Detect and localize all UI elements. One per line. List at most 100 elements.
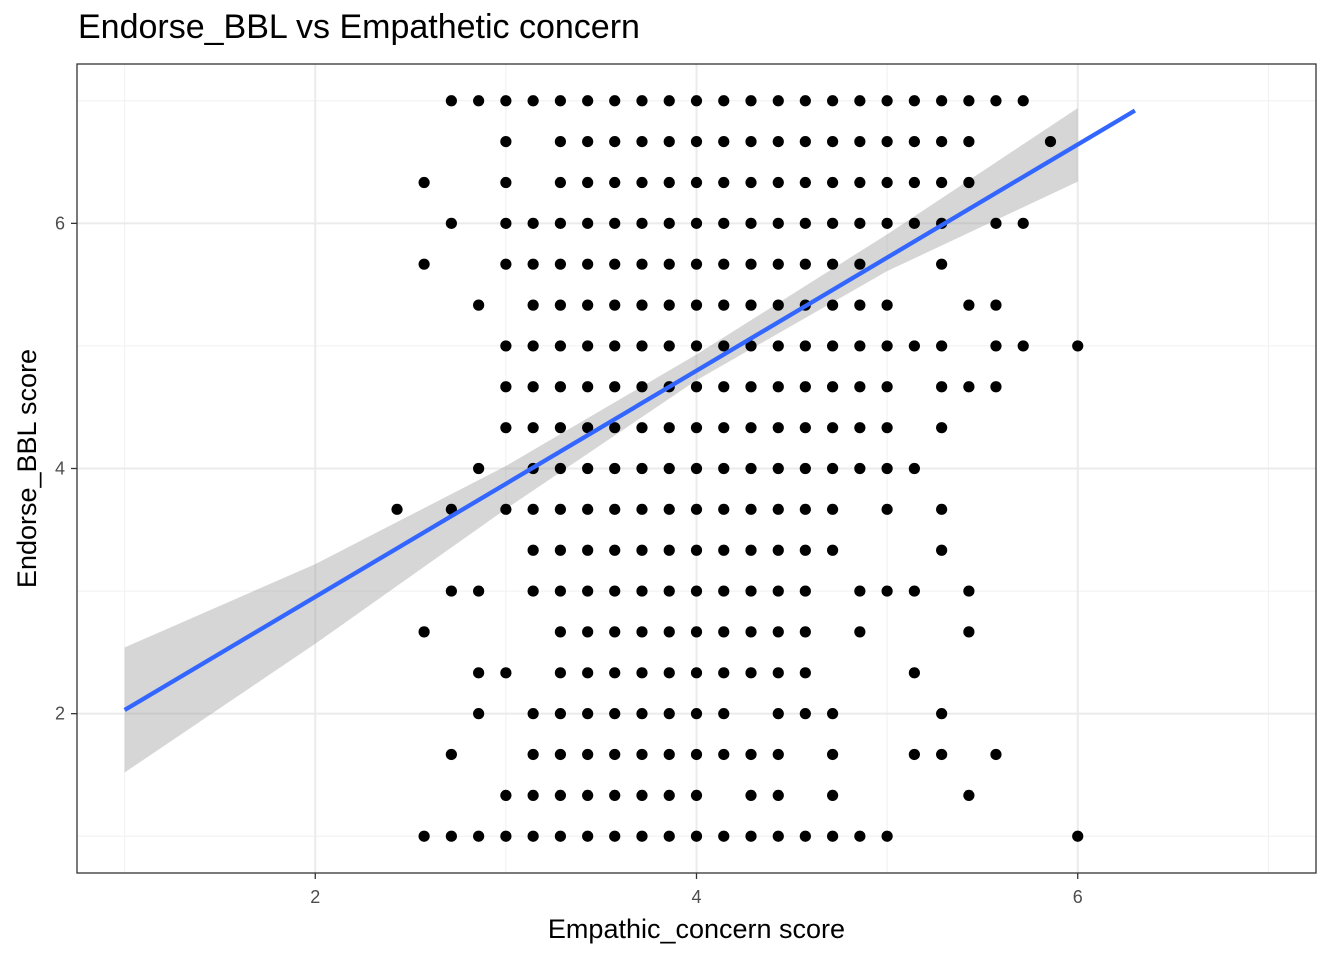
data-point xyxy=(718,217,730,229)
data-point xyxy=(772,217,784,229)
data-point xyxy=(500,258,512,270)
data-point xyxy=(745,258,757,270)
data-point xyxy=(745,830,757,842)
data-point xyxy=(772,176,784,189)
data-point xyxy=(1072,340,1084,352)
data-point xyxy=(582,217,594,229)
y-tick-label: 2 xyxy=(55,704,65,724)
data-point xyxy=(745,585,757,597)
data-point xyxy=(690,299,703,311)
data-point xyxy=(690,381,703,393)
data-point xyxy=(500,381,512,393)
data-point xyxy=(636,544,648,556)
x-tick-label: 6 xyxy=(1073,887,1083,907)
data-points xyxy=(391,95,1084,842)
data-point xyxy=(745,789,757,802)
data-point xyxy=(854,95,866,107)
data-point xyxy=(445,748,457,761)
data-point xyxy=(826,422,839,434)
data-point xyxy=(500,830,512,842)
data-point xyxy=(799,176,811,189)
data-point xyxy=(609,422,621,434)
data-point xyxy=(690,95,703,107)
data-point xyxy=(554,258,567,270)
data-point xyxy=(609,381,621,393)
data-point xyxy=(663,626,675,638)
data-point xyxy=(554,381,567,393)
data-point xyxy=(799,462,811,475)
data-point xyxy=(690,667,703,679)
data-point xyxy=(500,135,512,148)
data-point xyxy=(745,667,757,679)
data-point xyxy=(636,135,648,148)
data-point xyxy=(799,381,811,393)
data-point xyxy=(718,503,730,515)
data-point xyxy=(718,422,730,434)
data-point xyxy=(690,503,703,515)
data-point xyxy=(582,830,594,842)
data-point xyxy=(1017,340,1029,352)
data-point xyxy=(854,422,866,434)
data-point xyxy=(473,462,485,475)
data-point xyxy=(881,381,893,393)
data-point xyxy=(663,217,675,229)
confidence-band xyxy=(124,108,1078,773)
data-point xyxy=(554,708,567,720)
data-point xyxy=(582,135,594,148)
data-point xyxy=(826,299,839,311)
data-point xyxy=(582,422,594,434)
data-point xyxy=(445,830,457,842)
data-point xyxy=(799,217,811,229)
data-point xyxy=(718,748,730,761)
data-point xyxy=(854,340,866,352)
x-axis-title: Empathic_concern score xyxy=(548,914,845,944)
data-point xyxy=(745,340,757,352)
data-point xyxy=(609,217,621,229)
data-point xyxy=(527,789,539,802)
data-point xyxy=(826,258,839,270)
data-point xyxy=(718,626,730,638)
data-point xyxy=(1044,135,1057,148)
data-point xyxy=(663,708,675,720)
data-point xyxy=(609,299,621,311)
data-point xyxy=(582,626,594,638)
data-point xyxy=(745,748,757,761)
data-point xyxy=(745,626,757,638)
data-point xyxy=(854,381,866,393)
data-point xyxy=(718,299,730,311)
data-point xyxy=(718,176,730,189)
data-point xyxy=(826,830,839,842)
data-point xyxy=(854,626,866,638)
data-point xyxy=(500,789,512,802)
data-point xyxy=(799,667,811,679)
data-point xyxy=(663,748,675,761)
data-point xyxy=(718,462,730,475)
data-point xyxy=(500,95,512,107)
data-point xyxy=(854,176,866,189)
data-point xyxy=(990,95,1002,107)
data-point xyxy=(527,830,539,842)
data-point xyxy=(772,830,784,842)
data-point xyxy=(936,748,948,761)
data-point xyxy=(609,667,621,679)
data-point xyxy=(636,176,648,189)
data-point xyxy=(582,503,594,515)
data-point xyxy=(881,830,893,842)
data-point xyxy=(690,748,703,761)
data-point xyxy=(826,95,839,107)
data-point xyxy=(527,299,539,311)
data-point xyxy=(990,217,1002,229)
data-point xyxy=(609,340,621,352)
data-point xyxy=(745,422,757,434)
data-point xyxy=(418,626,430,638)
data-point xyxy=(527,340,539,352)
data-point xyxy=(908,135,920,148)
data-point xyxy=(554,503,567,515)
data-point xyxy=(936,381,948,393)
data-point xyxy=(690,585,703,597)
data-point xyxy=(963,135,975,148)
data-point xyxy=(663,176,675,189)
data-point xyxy=(908,176,920,189)
data-point xyxy=(772,95,784,107)
